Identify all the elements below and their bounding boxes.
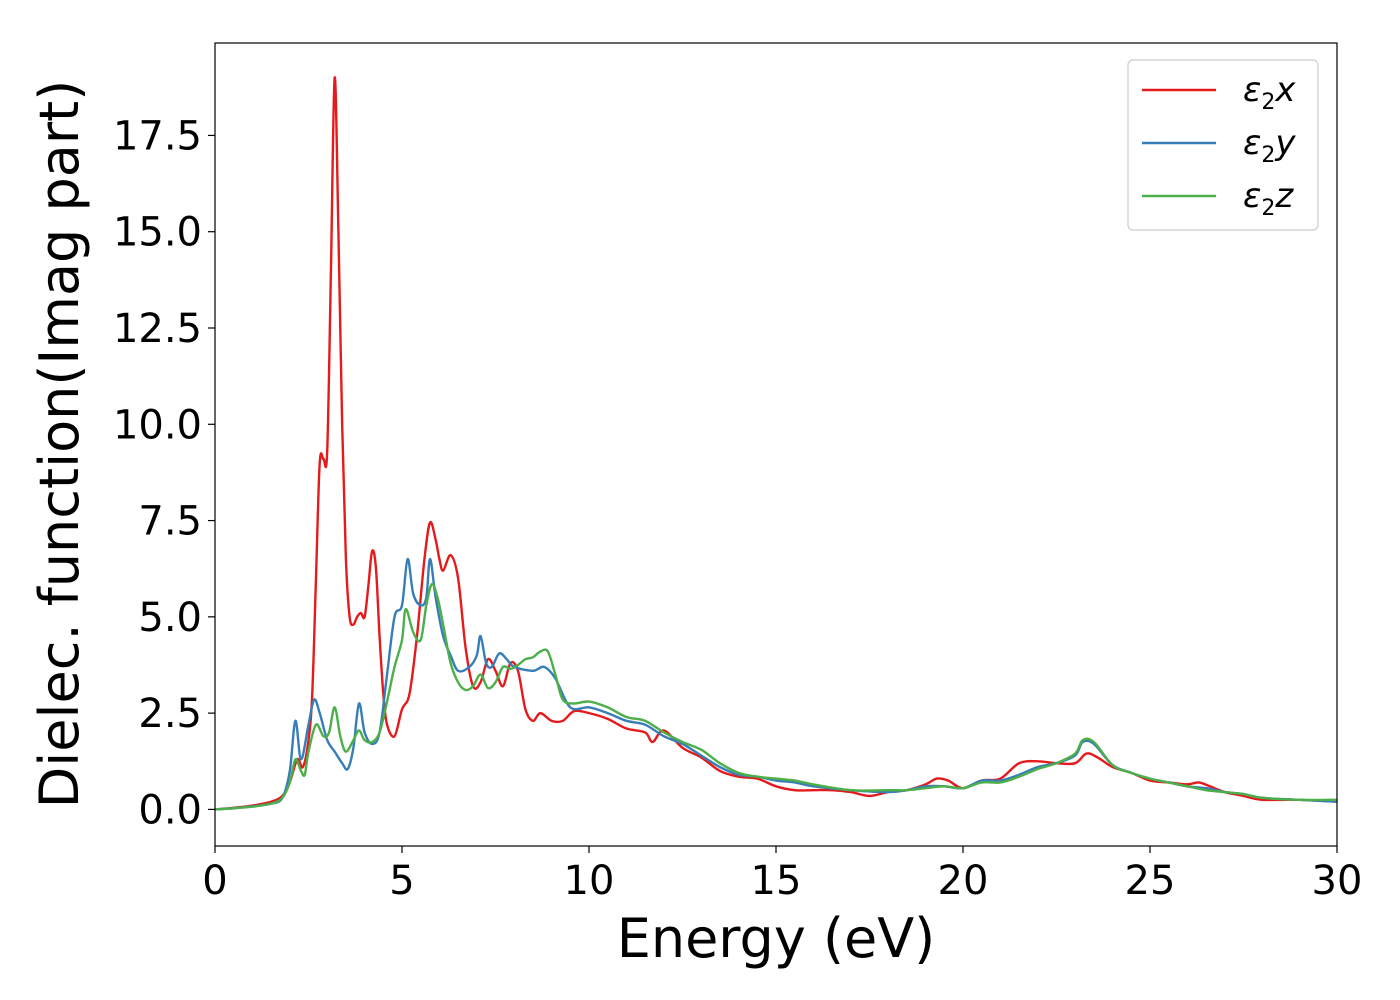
- x-tick-label: 25: [1125, 858, 1176, 904]
- y-axis-title: Dielec. function(Imag part): [28, 80, 91, 809]
- legend-box: [1127, 59, 1319, 231]
- legend: ε2x ε2y ε2z: [1127, 59, 1319, 231]
- series-line-z: [215, 582, 1337, 811]
- y-tick-label: 10.0: [113, 402, 202, 448]
- legend-label-y: ε2y: [1243, 123, 1296, 168]
- x-tick-label: 0: [202, 858, 227, 904]
- x-tick-label: 30: [1312, 858, 1363, 904]
- x-tick-label: 15: [751, 858, 802, 904]
- x-tick-label: 10: [564, 858, 615, 904]
- x-axis-title: Energy (eV): [617, 907, 936, 970]
- series-layer: [215, 76, 1337, 811]
- y-tick-label: 15.0: [113, 210, 202, 256]
- y-tick-label: 2.5: [138, 691, 202, 737]
- y-tick-label: 5.0: [138, 595, 202, 641]
- y-axis-ticks: 0.0 2.5 5.0 7.5 10.0 12.5 15.0 17.5: [113, 113, 215, 833]
- x-axis-ticks: 0 5 10 15 20 25 30: [202, 846, 1362, 904]
- y-tick-label: 0.0: [138, 787, 202, 833]
- y-tick-label: 12.5: [113, 306, 202, 352]
- legend-label-z: ε2z: [1243, 176, 1294, 221]
- y-tick-label: 17.5: [113, 113, 202, 159]
- x-tick-label: 20: [938, 858, 989, 904]
- legend-label-x: ε2x: [1243, 70, 1296, 115]
- y-tick-label: 7.5: [138, 499, 202, 545]
- x-tick-label: 5: [389, 858, 414, 904]
